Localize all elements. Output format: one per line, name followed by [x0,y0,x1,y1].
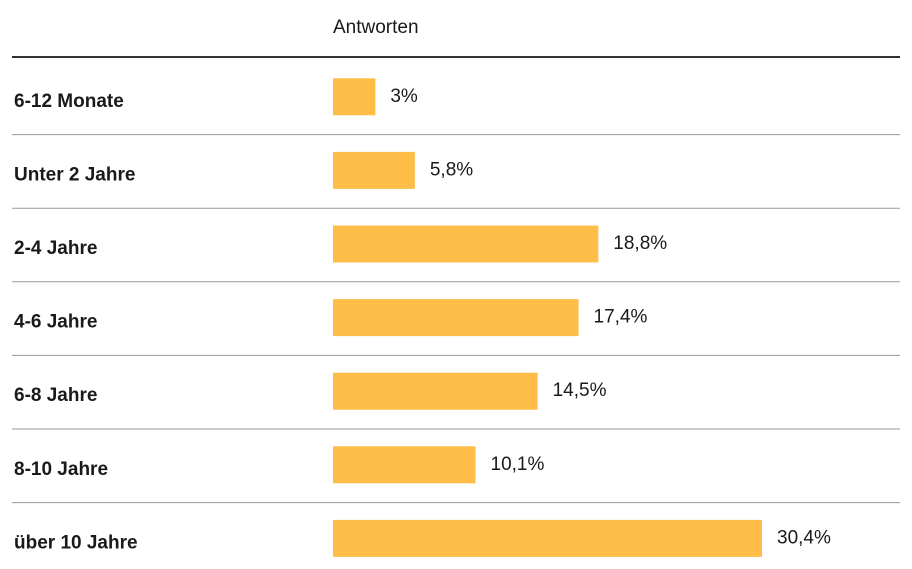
value-label: 3% [390,86,418,107]
value-label: 5,8% [430,159,473,180]
bar [333,372,538,410]
category-label: 6-8 Jahre [14,385,97,406]
bar [333,519,762,557]
category-label: über 10 Jahre [14,532,138,553]
category-label: 6-12 Monate [14,91,124,112]
bar [333,446,476,484]
value-label: 18,8% [613,233,667,254]
value-label: 17,4% [594,307,648,328]
category-label: Unter 2 Jahre [14,164,135,185]
value-label: 10,1% [491,454,545,475]
bar [333,225,599,263]
bar [333,78,376,116]
bar [333,299,579,337]
column-header: Antworten [333,17,419,38]
category-label: 4-6 Jahre [14,312,97,333]
category-label: 8-10 Jahre [14,459,108,480]
bar [333,151,415,189]
value-label: 14,5% [553,380,607,401]
value-label: 30,4% [777,527,831,548]
category-label: 2-4 Jahre [14,238,97,259]
